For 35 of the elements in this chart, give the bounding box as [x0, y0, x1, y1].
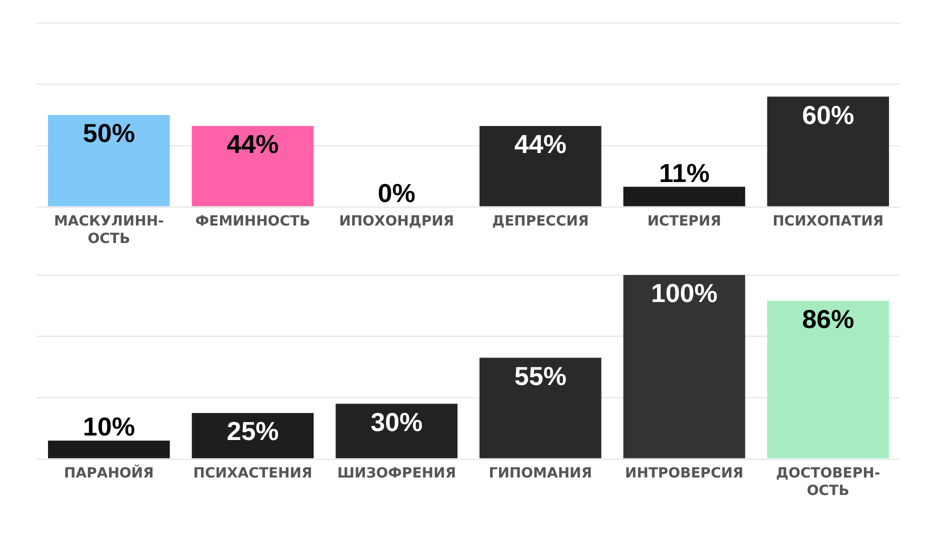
x-tick-label: ИПОХОНДРИЯ — [339, 213, 454, 230]
x-tick-label: ДЕПРЕССИЯ — [492, 213, 589, 230]
x-tick-label: ИНТРОВЕРСИЯ — [625, 465, 744, 482]
x-tick-label: ГИПОМАНИЯ — [488, 465, 592, 482]
bar — [623, 275, 746, 458]
data-label: 44% — [226, 129, 279, 160]
data-label: 25% — [226, 416, 279, 446]
data-label: 44% — [514, 129, 566, 160]
bar — [192, 413, 314, 458]
bar — [767, 300, 889, 458]
data-label: 11% — [658, 158, 710, 188]
bar — [480, 126, 602, 206]
x-tick-label: ФЕМИННОСТЬ — [195, 213, 310, 230]
x-tick-label: ДОСТОВЕРН-ОСТЬ — [776, 465, 880, 499]
data-label: 0% — [378, 178, 416, 208]
bar — [48, 440, 170, 458]
x-tick-label: ИСТЕРИЯ — [647, 213, 722, 230]
bar — [192, 126, 314, 206]
data-label: 55% — [514, 360, 566, 391]
bar — [336, 404, 458, 458]
x-tick-label: ПСИХАСТЕНИЯ — [193, 465, 312, 482]
data-label: 86% — [802, 304, 854, 334]
bar — [623, 186, 746, 206]
data-label: 100% — [651, 278, 718, 308]
x-tick-label: ПАРАНОЙЯ — [64, 464, 154, 482]
data-label: 50% — [82, 118, 135, 148]
data-label: 60% — [802, 100, 854, 130]
data-label: 10% — [82, 412, 135, 442]
x-tick-label: ШИЗОФРЕНИЯ — [337, 465, 456, 482]
bar — [480, 358, 602, 458]
data-label: 30% — [370, 406, 423, 437]
bar — [767, 96, 889, 206]
x-tick-label: МАСКУЛИНН-ОСТЬ — [54, 213, 164, 247]
x-tick-label: ПСИХОПАТИЯ — [772, 213, 884, 230]
bar — [48, 115, 170, 206]
